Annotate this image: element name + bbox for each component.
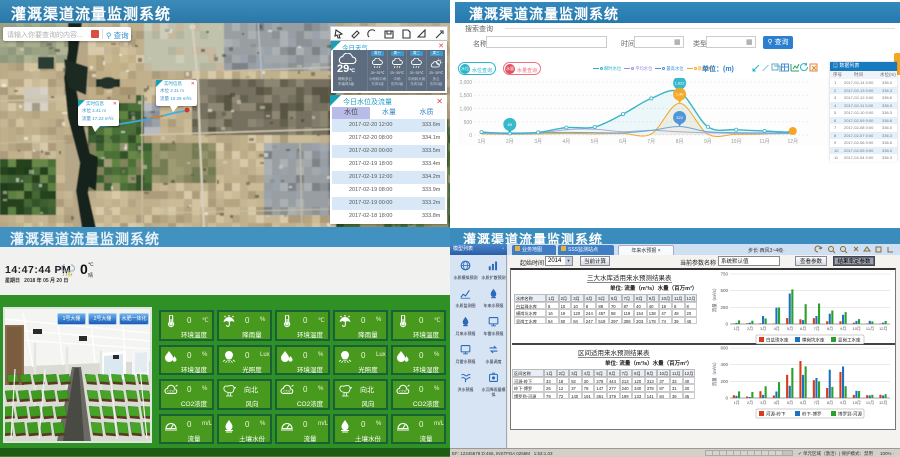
svg-text:9月: 9月	[840, 400, 846, 405]
svg-text:0: 0	[725, 396, 728, 401]
svg-text:4月: 4月	[563, 139, 571, 145]
svg-text:200: 200	[720, 379, 728, 384]
svg-text:流量（m³/s）: 流量（m³/s）	[711, 286, 718, 313]
svg-text:6月: 6月	[619, 139, 627, 145]
svg-text:2月: 2月	[506, 139, 514, 145]
svg-text:流量（m³/s）: 流量（m³/s）	[711, 360, 718, 387]
svg-text:500: 500	[720, 288, 728, 293]
svg-text:10月: 10月	[731, 139, 742, 145]
svg-text:9月: 9月	[840, 326, 846, 331]
svg-text:显岗工水库: 显岗工水库	[838, 337, 861, 344]
svg-text:322: 322	[676, 115, 683, 120]
svg-text:3月: 3月	[760, 326, 766, 331]
svg-text:横岗坑水库: 横岗坑水库	[802, 337, 825, 344]
svg-text:1,000: 1,000	[459, 107, 472, 113]
svg-text:69: 69	[508, 122, 513, 127]
svg-text:11月: 11月	[866, 400, 874, 405]
svg-text:0: 0	[469, 133, 472, 139]
svg-text:白盆珠水库: 白盆珠水库	[766, 337, 789, 344]
svg-text:9月: 9月	[704, 139, 712, 145]
svg-text:2月: 2月	[747, 400, 753, 405]
svg-text:5月: 5月	[591, 139, 599, 145]
svg-text:12月: 12月	[788, 139, 799, 145]
svg-text:8月: 8月	[827, 326, 833, 331]
svg-text:12月: 12月	[879, 326, 887, 331]
svg-text:2,000: 2,000	[459, 80, 472, 86]
svg-text:4月: 4月	[774, 326, 780, 331]
svg-text:1,622: 1,622	[675, 81, 686, 86]
svg-text:250: 250	[720, 305, 728, 310]
svg-text:10月: 10月	[852, 400, 860, 405]
svg-text:6月: 6月	[800, 326, 806, 331]
svg-text:500: 500	[464, 120, 473, 126]
svg-text:1,500: 1,500	[459, 93, 472, 99]
svg-text:1月: 1月	[478, 139, 486, 145]
svg-text:0: 0	[725, 322, 728, 327]
svg-text:11月: 11月	[866, 326, 874, 331]
svg-text:5月: 5月	[787, 326, 793, 331]
svg-text:7月: 7月	[647, 139, 655, 145]
svg-text:2月: 2月	[747, 326, 753, 331]
svg-text:1月: 1月	[734, 400, 740, 405]
svg-text:博罗到-河源: 博罗到-河源	[838, 411, 862, 418]
svg-text:CO2: CO2	[167, 389, 174, 393]
svg-text:1月: 1月	[734, 326, 740, 331]
svg-text:河源-岭下: 河源-岭下	[766, 411, 786, 418]
svg-text:4月: 4月	[774, 400, 780, 405]
svg-text:8月: 8月	[827, 400, 833, 405]
svg-text:12月: 12月	[879, 400, 887, 405]
svg-text:CO2: CO2	[283, 389, 290, 393]
svg-text:CO2: CO2	[399, 389, 406, 393]
svg-text:600: 600	[720, 346, 728, 351]
svg-text:8月: 8月	[676, 139, 684, 145]
svg-text:400: 400	[720, 362, 728, 367]
svg-text:7月: 7月	[814, 400, 820, 405]
svg-text:岭下-博罗: 岭下-博罗	[802, 411, 822, 418]
svg-text:750: 750	[720, 272, 728, 277]
svg-text:3月: 3月	[534, 139, 542, 145]
svg-text:5月: 5月	[787, 400, 793, 405]
svg-text:6月: 6月	[800, 400, 806, 405]
svg-text:10月: 10月	[852, 326, 860, 331]
svg-text:1,40: 1,40	[676, 92, 685, 97]
svg-text:11月: 11月	[759, 139, 769, 145]
svg-text:3月: 3月	[760, 400, 766, 405]
svg-text:7月: 7月	[814, 326, 820, 331]
